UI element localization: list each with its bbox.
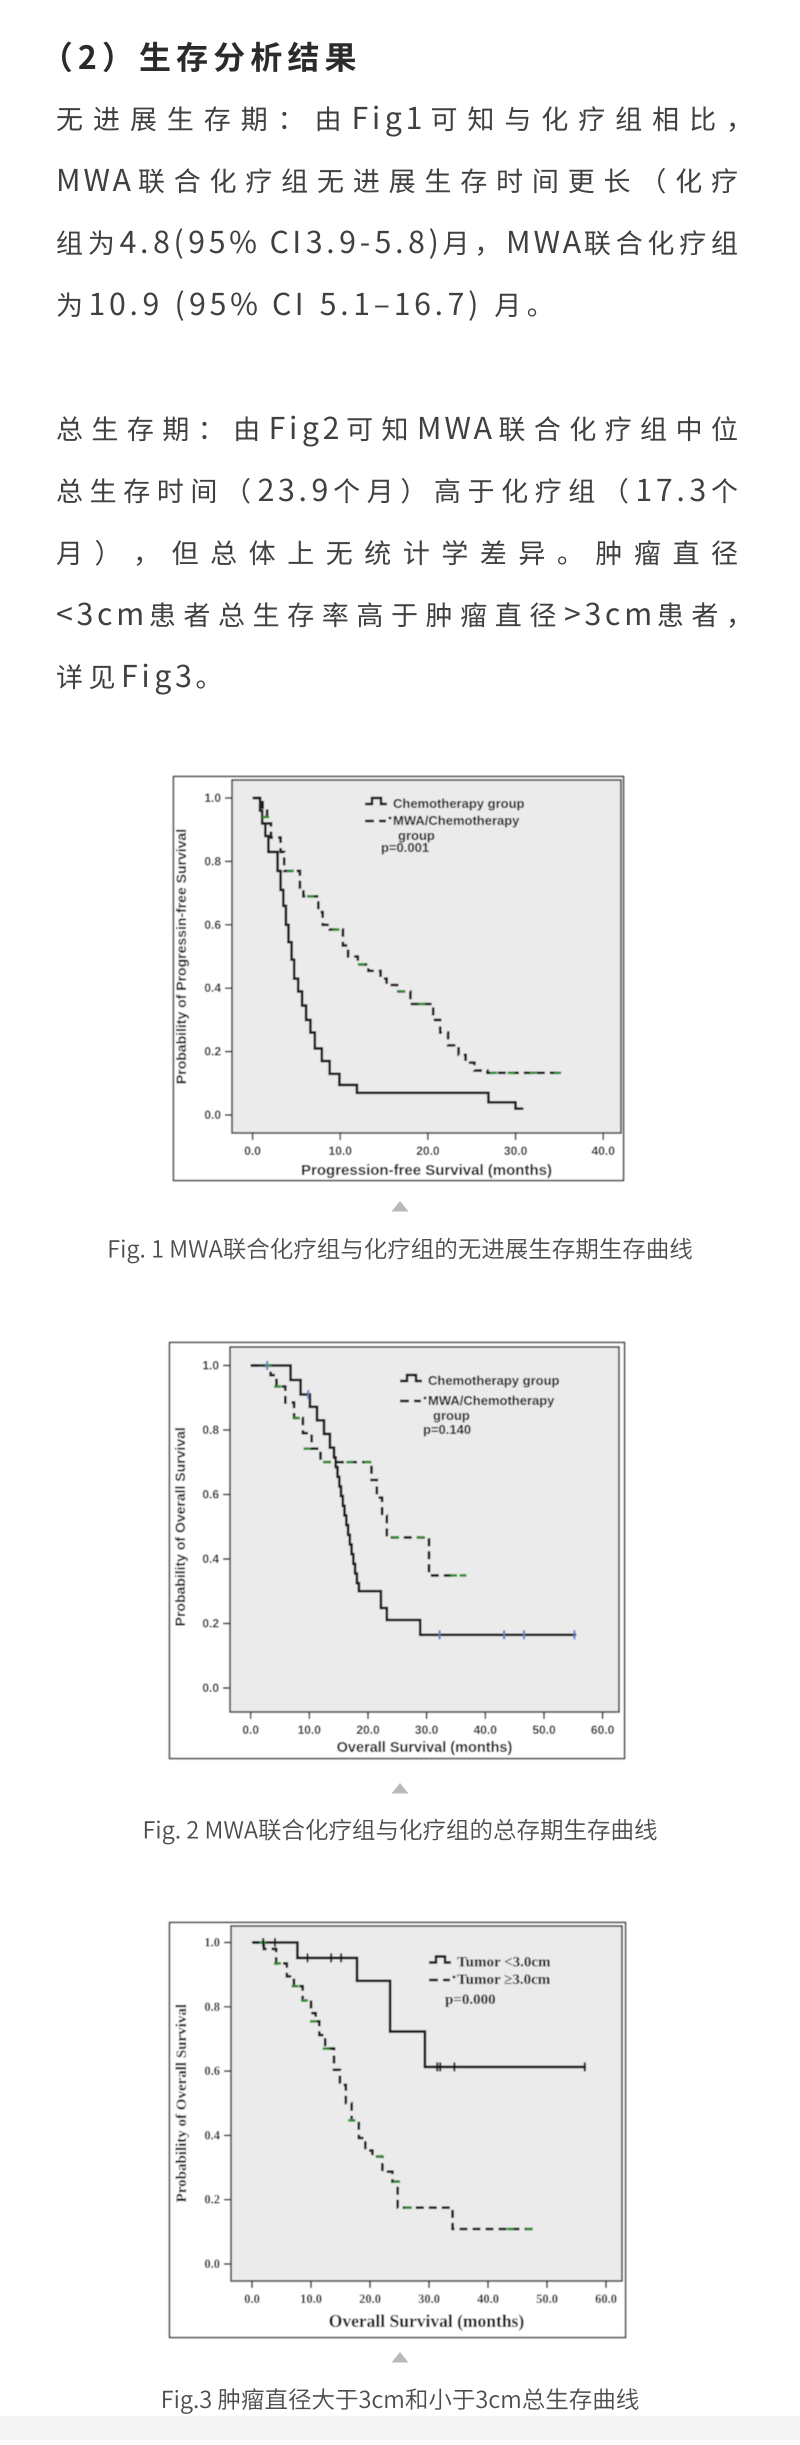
svg-text:50.0: 50.0	[532, 1723, 556, 1737]
svg-text:0.2: 0.2	[202, 1617, 219, 1631]
svg-text:MWA/Chemotherapy: MWA/Chemotherapy	[428, 1393, 555, 1408]
svg-text:20.0: 20.0	[359, 2292, 381, 2306]
svg-text:Tumor ≥3.0cm: Tumor ≥3.0cm	[457, 1972, 551, 1988]
svg-text:Chemotherapy group: Chemotherapy group	[428, 1373, 560, 1388]
svg-text:group: group	[398, 828, 435, 843]
svg-text:0.2: 0.2	[204, 2193, 220, 2207]
svg-text:60.0: 60.0	[595, 2292, 617, 2306]
svg-text:10.0: 10.0	[298, 1723, 322, 1737]
svg-text:0.0: 0.0	[242, 1723, 259, 1737]
svg-text:Progression-free Survival (mon: Progression-free Survival (months)	[301, 1162, 552, 1179]
svg-text:0.0: 0.0	[204, 2257, 220, 2271]
svg-text:0.6: 0.6	[202, 1488, 219, 1502]
svg-text:Chemotherapy group: Chemotherapy group	[393, 796, 525, 811]
svg-text:20.0: 20.0	[416, 1144, 440, 1158]
svg-text:Probability of Overall Surviva: Probability of Overall Survival	[174, 2004, 190, 2202]
svg-text:1.0: 1.0	[204, 791, 221, 805]
svg-text:50.0: 50.0	[536, 2292, 558, 2306]
svg-text:0.4: 0.4	[204, 981, 221, 995]
svg-text:0.4: 0.4	[204, 2128, 220, 2142]
svg-text:0.8: 0.8	[204, 854, 221, 868]
svg-text:p=0.000: p=0.000	[445, 1992, 496, 2008]
svg-text:Tumor <3.0cm: Tumor <3.0cm	[457, 1955, 551, 1971]
svg-text:30.0: 30.0	[504, 1144, 528, 1158]
svg-text:0.4: 0.4	[202, 1552, 219, 1566]
svg-text:40.0: 40.0	[477, 2292, 499, 2306]
svg-text:0.0: 0.0	[244, 2292, 260, 2306]
svg-text:p=0.001: p=0.001	[381, 840, 429, 855]
svg-text:group: group	[433, 1408, 470, 1423]
svg-text:10.0: 10.0	[329, 1144, 353, 1158]
svg-text:p=0.140: p=0.140	[423, 1422, 471, 1437]
svg-text:0.6: 0.6	[204, 2064, 220, 2078]
svg-text:Overall Survival (months): Overall Survival (months)	[337, 1740, 513, 1756]
svg-text:10.0: 10.0	[300, 2292, 322, 2306]
svg-text:0.0: 0.0	[244, 1144, 261, 1158]
svg-text:0.0: 0.0	[202, 1681, 219, 1695]
svg-text:0.0: 0.0	[204, 1108, 221, 1122]
svg-text:30.0: 30.0	[415, 1723, 439, 1737]
svg-text:20.0: 20.0	[356, 1723, 380, 1737]
svg-text:Probability of Progressin-free: Probability of Progressin-free Survival	[173, 829, 189, 1084]
svg-text:30.0: 30.0	[418, 2292, 440, 2306]
svg-text:40.0: 40.0	[474, 1723, 498, 1737]
svg-text:40.0: 40.0	[592, 1144, 616, 1158]
svg-text:0.8: 0.8	[202, 1423, 219, 1437]
svg-text:Probability of Overall Surviva: Probability of Overall Survival	[172, 1427, 188, 1626]
svg-text:Overall Survival (months): Overall Survival (months)	[329, 2311, 525, 2331]
svg-text:0.6: 0.6	[204, 918, 221, 932]
svg-text:1.0: 1.0	[204, 1936, 220, 1950]
svg-text:0.2: 0.2	[204, 1045, 221, 1059]
svg-text:1.0: 1.0	[202, 1359, 219, 1373]
svg-text:60.0: 60.0	[591, 1723, 615, 1737]
svg-text:MWA/Chemotherapy: MWA/Chemotherapy	[393, 813, 520, 828]
svg-text:0.8: 0.8	[204, 2000, 220, 2014]
